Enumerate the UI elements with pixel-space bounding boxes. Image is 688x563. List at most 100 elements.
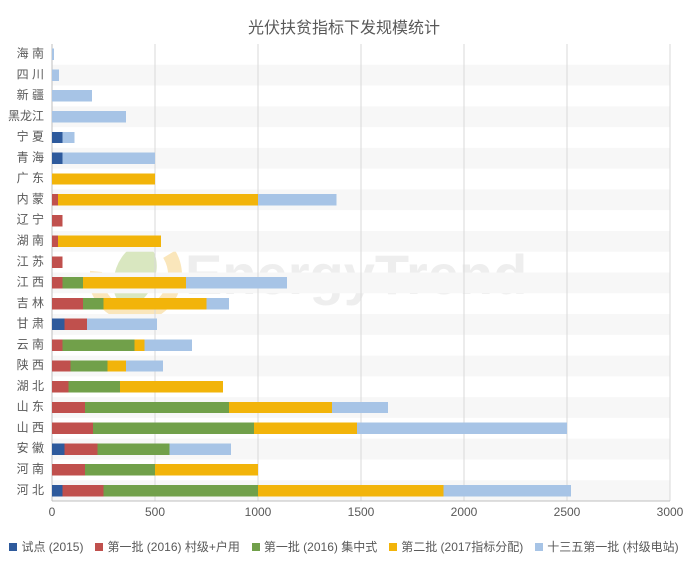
bar-segment bbox=[64, 319, 87, 330]
svg-text:2000: 2000 bbox=[451, 505, 478, 519]
bar-segment bbox=[62, 339, 134, 350]
bar-segment bbox=[258, 485, 443, 496]
bar-segment bbox=[108, 360, 127, 371]
bar-segment bbox=[52, 360, 71, 371]
bar-segment bbox=[97, 443, 169, 454]
bar-segment bbox=[58, 236, 161, 247]
bar-segment bbox=[71, 360, 108, 371]
svg-text:青 海: 青 海 bbox=[17, 149, 44, 164]
svg-text:湖 北: 湖 北 bbox=[17, 378, 44, 393]
chart-container: 光伏扶贫指标下发规模统计 EnergyTrend 050010001500200… bbox=[0, 0, 688, 563]
chart-plot: 050010001500200025003000海 南四 川新 疆黑龙江宁 夏青… bbox=[52, 44, 670, 501]
bar-segment bbox=[62, 485, 103, 496]
svg-text:0: 0 bbox=[49, 505, 56, 519]
bar-segment bbox=[52, 464, 85, 475]
bar-segment bbox=[52, 111, 126, 122]
svg-text:1000: 1000 bbox=[245, 505, 272, 519]
bar-segment bbox=[58, 194, 258, 205]
bar-segment bbox=[64, 443, 97, 454]
bar-segment bbox=[357, 423, 567, 434]
legend-swatch bbox=[535, 543, 543, 551]
bar-segment bbox=[52, 485, 62, 496]
bar-segment bbox=[52, 277, 62, 288]
svg-text:海 南: 海 南 bbox=[17, 46, 44, 61]
bar-segment bbox=[52, 69, 59, 80]
bar-segment bbox=[83, 298, 104, 309]
bar-segment bbox=[52, 423, 93, 434]
bar-segment bbox=[62, 153, 155, 164]
bar-segment bbox=[52, 173, 155, 184]
bar-segment bbox=[52, 90, 92, 101]
svg-text:甘 肃: 甘 肃 bbox=[17, 317, 44, 331]
svg-text:江 苏: 江 苏 bbox=[17, 254, 44, 268]
legend-item: 十三五第一批 (村级电站) bbox=[535, 538, 678, 555]
bar-segment bbox=[229, 402, 332, 413]
bar-segment bbox=[52, 49, 54, 60]
legend-item: 第一批 (2016) 集中式 bbox=[252, 538, 377, 555]
bar-segment bbox=[332, 402, 388, 413]
bar-segment bbox=[68, 381, 120, 392]
legend-label: 十三五第一批 (村级电站) bbox=[547, 540, 678, 554]
svg-text:江 西: 江 西 bbox=[17, 275, 44, 289]
bar-segment bbox=[85, 464, 155, 475]
bar-segment bbox=[145, 339, 192, 350]
svg-text:山 东: 山 东 bbox=[17, 400, 44, 414]
bar-segment bbox=[207, 298, 230, 309]
bar-segment bbox=[83, 277, 186, 288]
bar-segment bbox=[52, 381, 68, 392]
svg-text:内 蒙: 内 蒙 bbox=[17, 192, 44, 206]
bar-segment bbox=[62, 277, 83, 288]
svg-text:2500: 2500 bbox=[554, 505, 581, 519]
bar-segment bbox=[104, 485, 259, 496]
svg-text:安 徽: 安 徽 bbox=[17, 440, 44, 455]
svg-text:云 南: 云 南 bbox=[17, 336, 44, 351]
svg-text:四 川: 四 川 bbox=[17, 67, 44, 81]
svg-text:吉 林: 吉 林 bbox=[17, 296, 44, 310]
bar-segment bbox=[52, 256, 62, 267]
svg-text:宁 夏: 宁 夏 bbox=[17, 129, 44, 144]
bar-segment bbox=[258, 194, 336, 205]
bar-segment bbox=[104, 298, 207, 309]
bar-segment bbox=[134, 339, 144, 350]
bar-segment bbox=[52, 132, 62, 143]
bar-segment bbox=[52, 319, 64, 330]
bar-segment bbox=[52, 153, 62, 164]
legend-item: 试点 (2015) bbox=[9, 538, 83, 555]
bar-segment bbox=[52, 298, 83, 309]
bar-segment bbox=[85, 402, 229, 413]
legend-item: 第二批 (2017指标分配) bbox=[389, 538, 523, 555]
legend-swatch bbox=[389, 543, 397, 551]
bar-segment bbox=[52, 215, 62, 226]
bar-segment bbox=[52, 236, 58, 247]
svg-text:河 南: 河 南 bbox=[17, 461, 44, 476]
chart-title: 光伏扶贫指标下发规模统计 bbox=[0, 14, 688, 38]
bar-segment bbox=[169, 443, 231, 454]
bar-segment bbox=[52, 339, 62, 350]
bar-segment bbox=[87, 319, 157, 330]
legend-label: 第一批 (2016) 集中式 bbox=[264, 540, 377, 554]
legend-swatch bbox=[252, 543, 260, 551]
bar-segment bbox=[155, 464, 258, 475]
chart-legend: 试点 (2015) 第一批 (2016) 村级+户用 第一批 (2016) 集中式 第… bbox=[0, 538, 688, 555]
svg-text:山 西: 山 西 bbox=[17, 420, 44, 434]
legend-label: 第一批 (2016) 村级+户用 bbox=[107, 540, 239, 554]
legend-swatch bbox=[95, 543, 103, 551]
bar-segment bbox=[120, 381, 223, 392]
bar-segment bbox=[52, 443, 64, 454]
bar-segment bbox=[254, 423, 357, 434]
bar-segment bbox=[62, 132, 74, 143]
bar-segment bbox=[93, 423, 254, 434]
svg-text:湖 南: 湖 南 bbox=[17, 233, 44, 248]
legend-label: 试点 (2015) bbox=[21, 540, 83, 554]
bar-segment bbox=[186, 277, 287, 288]
svg-text:黑龙江: 黑龙江 bbox=[8, 109, 44, 123]
svg-text:3000: 3000 bbox=[657, 505, 684, 519]
legend-label: 第二批 (2017指标分配) bbox=[401, 540, 523, 554]
svg-text:500: 500 bbox=[145, 505, 165, 519]
svg-text:河 北: 河 北 bbox=[17, 483, 44, 497]
bar-segment bbox=[52, 194, 58, 205]
legend-item: 第一批 (2016) 村级+户用 bbox=[95, 538, 239, 555]
svg-text:辽 宁: 辽 宁 bbox=[17, 212, 44, 227]
svg-text:陕 西: 陕 西 bbox=[17, 357, 44, 372]
svg-text:广 东: 广 东 bbox=[17, 171, 44, 185]
